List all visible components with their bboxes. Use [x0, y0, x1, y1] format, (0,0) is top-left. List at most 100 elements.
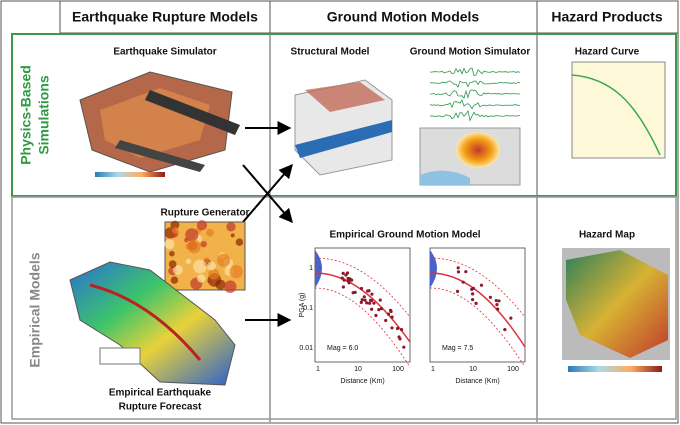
observation: [389, 310, 392, 313]
observation: [400, 328, 403, 331]
observation: [342, 285, 345, 288]
texture-spot: [169, 260, 177, 268]
observation: [489, 296, 492, 299]
texture-spot: [207, 262, 216, 271]
texture-spot: [169, 251, 175, 257]
panel-title: Ground Motion Simulator: [410, 47, 531, 58]
observation: [370, 308, 373, 311]
observation: [342, 272, 345, 275]
x-tick-label: 10: [354, 366, 362, 373]
observation: [495, 299, 498, 302]
row-label: Physics-Based Simulations: [18, 65, 52, 165]
observation: [347, 279, 350, 282]
observation: [366, 289, 369, 292]
seismogram-trace: [430, 68, 520, 76]
x-tick-label: 1: [316, 366, 320, 373]
observation: [346, 271, 349, 274]
page: Earthquake Rupture Models Ground Motion …: [0, 0, 680, 425]
observation: [368, 302, 371, 305]
observation: [363, 299, 366, 302]
texture-spot: [187, 240, 201, 254]
seismogram-image: [430, 68, 520, 121]
texture-spot: [201, 241, 207, 247]
column-header: Hazard Products: [551, 9, 662, 25]
observation: [472, 287, 475, 290]
texture-spot: [172, 227, 179, 234]
row-label-line: Simulations: [36, 75, 52, 155]
observation: [503, 328, 506, 331]
observation: [398, 337, 401, 340]
panel-title: Hazard Map: [579, 230, 635, 241]
observation: [495, 303, 498, 306]
observation: [471, 292, 474, 295]
texture-spot: [164, 239, 174, 249]
observation: [384, 319, 387, 322]
observation: [390, 315, 393, 318]
panel-title: Rupture Generator: [161, 208, 250, 219]
observation: [396, 327, 399, 330]
seismogram-trace: [430, 81, 520, 87]
observation: [471, 298, 474, 301]
y-tick-label: 0.1: [303, 305, 313, 312]
axis-label: Distance (Km): [340, 378, 384, 385]
x-tick-label: 1: [431, 366, 435, 373]
observation: [352, 291, 355, 294]
plot-label: Mag = 7.5: [442, 345, 473, 352]
observation: [464, 270, 467, 273]
column-header: Ground Motion Models: [327, 9, 480, 25]
seismogram-trace: [430, 100, 520, 109]
x-tick-label: 10: [469, 366, 477, 373]
arrows: [243, 128, 292, 320]
observation: [365, 301, 368, 304]
y-tick-label: 0.01: [299, 345, 313, 352]
observation: [372, 302, 375, 305]
observation: [496, 308, 499, 311]
column-header: Earthquake Rupture Models: [72, 9, 258, 25]
texture-spot: [193, 260, 207, 274]
observation: [457, 270, 460, 273]
observation: [377, 308, 380, 311]
texture-spot: [226, 222, 235, 231]
texture-spot: [236, 238, 244, 246]
observation: [509, 317, 512, 320]
observation: [379, 298, 382, 301]
x-tick-label: 100: [507, 366, 519, 373]
texture-spot: [230, 265, 243, 278]
x-tick-label: 100: [392, 366, 404, 373]
texture-spot: [197, 220, 207, 230]
seismogram-trace: [430, 90, 520, 98]
plot-label: Mag = 6.0: [327, 345, 358, 352]
row-label-line: Empirical Models: [27, 252, 43, 367]
observation: [462, 281, 465, 284]
row-label-line: Physics-Based: [18, 65, 34, 165]
figure: Earthquake Rupture Models Ground Motion …: [0, 0, 680, 425]
axis-label: Distance (Km): [455, 378, 499, 385]
hazard-map-image: [562, 248, 670, 372]
seismogram-trace: [430, 111, 520, 121]
texture-spot: [224, 280, 236, 292]
panel-title: Earthquake Simulator: [113, 47, 216, 58]
observation: [456, 290, 459, 293]
observation: [474, 302, 477, 305]
gmm-plots: Mag = 6.0 1 10 100 Distance (Km) 1 0.1 0.01 Mag …: [299, 248, 525, 385]
observation: [387, 313, 390, 316]
texture-spot: [184, 238, 189, 243]
observation: [374, 314, 377, 317]
texture-spot: [186, 259, 191, 264]
ground-motion-map: [420, 128, 520, 185]
panel-title: Rupture Forecast: [119, 402, 202, 413]
panel-title: Empirical Ground Motion Model: [329, 230, 480, 241]
observation: [480, 284, 483, 287]
observation: [457, 266, 460, 269]
rupture-generator-image: [164, 220, 245, 293]
y-tick-label: 1: [309, 265, 313, 272]
observation: [361, 298, 364, 301]
observation: [402, 346, 405, 349]
texture-spot: [171, 276, 178, 283]
panel-title: Structural Model: [291, 47, 370, 58]
observation: [370, 293, 373, 296]
structural-model-image: [295, 80, 392, 175]
fault-image: [80, 72, 240, 177]
texture-spot: [231, 233, 235, 237]
texture-spot: [206, 229, 214, 237]
